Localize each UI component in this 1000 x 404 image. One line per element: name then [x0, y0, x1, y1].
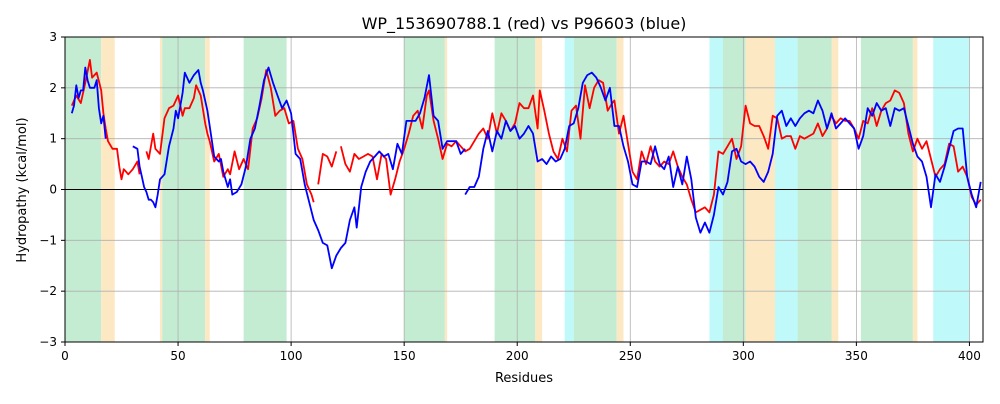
- x-tick-label: 200: [506, 349, 529, 363]
- x-tick-label: 250: [619, 349, 642, 363]
- y-tick-label: 1: [49, 132, 57, 146]
- x-tick-label: 350: [845, 349, 868, 363]
- blue-series-line: [464, 71, 982, 234]
- y-axis-label: Hydropathy (kcal/mol): [15, 117, 30, 262]
- series-lines: [70, 59, 982, 270]
- x-tick-label: 50: [170, 349, 185, 363]
- y-tick-label: −1: [39, 233, 57, 247]
- y-tick-label: −2: [39, 284, 57, 298]
- red-series-line: [70, 59, 141, 181]
- x-tick-label: 400: [958, 349, 981, 363]
- x-tick-label: 0: [61, 349, 69, 363]
- y-tick-label: −3: [39, 335, 57, 349]
- chart-title: WP_153690788.1 (red) vs P96603 (blue): [362, 14, 687, 34]
- x-tick-label: 150: [393, 349, 416, 363]
- red-series-line: [317, 151, 338, 185]
- x-tick-label: 300: [732, 349, 755, 363]
- x-tick-label: 100: [280, 349, 303, 363]
- y-tick-label: 2: [49, 81, 57, 95]
- axis-ticks: 0 50 100 150 200 250 300 350 400 −3 −2 −1 0 1 2 3: [39, 30, 981, 363]
- red-series-line: [145, 69, 315, 203]
- blue-series-line: [70, 66, 107, 139]
- x-axis-label: Residues: [495, 371, 553, 386]
- blue-series-line: [132, 66, 466, 270]
- y-tick-label: 3: [49, 30, 57, 44]
- y-tick-label: 0: [49, 183, 57, 197]
